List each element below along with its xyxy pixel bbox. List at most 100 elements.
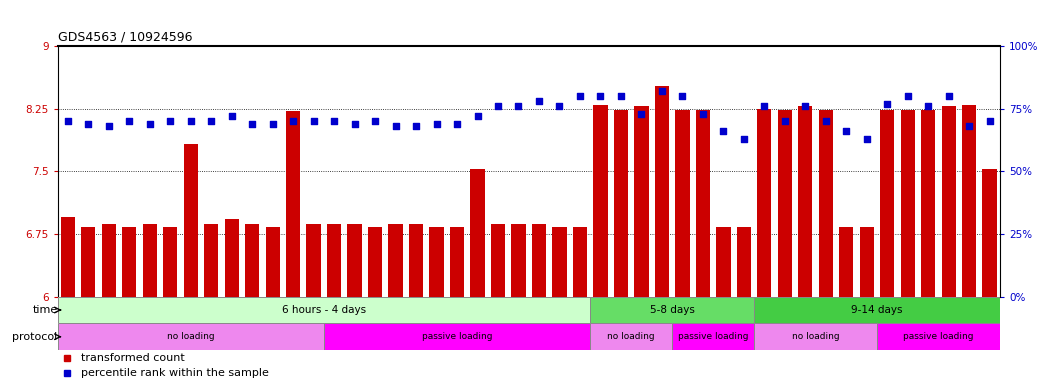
Point [572, 93, 588, 99]
Point [264, 121, 281, 127]
Point [449, 121, 466, 127]
Bar [142, 224, 157, 296]
Point [80, 121, 96, 127]
Text: percentile rank within the sample: percentile rank within the sample [82, 367, 269, 377]
Bar [367, 227, 382, 296]
Bar [695, 110, 710, 296]
Point [818, 118, 834, 124]
Point [182, 118, 199, 124]
Bar [429, 227, 444, 296]
Bar [532, 224, 547, 296]
Text: 5-8 days: 5-8 days [650, 305, 694, 315]
Text: no loading: no loading [607, 332, 655, 341]
Bar [614, 110, 628, 296]
Point [859, 136, 875, 142]
Bar [324, 323, 591, 350]
Text: 9-14 days: 9-14 days [851, 305, 903, 315]
Bar [716, 227, 731, 296]
Bar [594, 104, 607, 296]
Text: GDS4563 / 10924596: GDS4563 / 10924596 [58, 30, 192, 43]
Text: no loading: no loading [166, 332, 215, 341]
Point [551, 103, 567, 109]
Text: transformed count: transformed count [82, 353, 185, 362]
Point [592, 93, 608, 99]
Text: passive loading: passive loading [422, 332, 492, 341]
Point [101, 123, 117, 129]
Point [469, 113, 486, 119]
Bar [754, 296, 1000, 323]
Point [407, 123, 424, 129]
Point [428, 121, 445, 127]
Point [756, 103, 773, 109]
Bar [327, 224, 341, 296]
Bar [839, 227, 853, 296]
Bar [573, 227, 587, 296]
Bar [409, 224, 423, 296]
Point [326, 118, 342, 124]
Bar [511, 224, 526, 296]
Bar [552, 227, 566, 296]
Bar [757, 109, 772, 296]
Point [981, 118, 998, 124]
Bar [245, 224, 260, 296]
Point [387, 123, 404, 129]
Bar [348, 224, 362, 296]
Bar [798, 106, 812, 296]
Point [797, 103, 814, 109]
Point [203, 118, 220, 124]
Point [777, 118, 794, 124]
Point [715, 128, 732, 134]
Bar [58, 323, 324, 350]
Bar [286, 111, 300, 296]
Bar [778, 110, 792, 296]
Bar [982, 169, 997, 296]
Bar [266, 227, 280, 296]
Bar [122, 227, 136, 296]
Point [612, 93, 629, 99]
Point [961, 123, 978, 129]
Bar [654, 86, 669, 296]
Bar [102, 224, 116, 296]
Bar [881, 110, 894, 296]
Point [940, 93, 957, 99]
Bar [183, 144, 198, 296]
Bar [204, 224, 219, 296]
Bar [307, 224, 320, 296]
Bar [819, 110, 833, 296]
Point [838, 128, 854, 134]
Bar [860, 227, 874, 296]
Bar [941, 106, 956, 296]
Text: 6 hours - 4 days: 6 hours - 4 days [282, 305, 366, 315]
Bar [163, 227, 177, 296]
Point [223, 113, 240, 119]
Bar [388, 224, 403, 296]
Bar [58, 296, 591, 323]
Point [694, 111, 711, 117]
Text: time: time [32, 305, 58, 315]
Bar [61, 217, 75, 296]
Bar [82, 227, 95, 296]
Bar [491, 224, 505, 296]
Point [490, 103, 507, 109]
Point [653, 88, 670, 94]
Point [735, 136, 752, 142]
Text: no loading: no loading [792, 332, 840, 341]
Text: protocol: protocol [13, 332, 58, 342]
Bar [754, 323, 877, 350]
Point [141, 121, 158, 127]
Bar [877, 323, 1000, 350]
Point [60, 118, 76, 124]
Point [920, 103, 937, 109]
Text: passive loading: passive loading [677, 332, 749, 341]
Bar [737, 227, 751, 296]
Point [347, 121, 363, 127]
Point [633, 111, 650, 117]
Bar [224, 219, 239, 296]
Bar [675, 110, 690, 296]
Point [878, 101, 895, 107]
Point [244, 121, 261, 127]
Point [899, 93, 916, 99]
Bar [470, 169, 485, 296]
Bar [672, 323, 754, 350]
Point [366, 118, 383, 124]
